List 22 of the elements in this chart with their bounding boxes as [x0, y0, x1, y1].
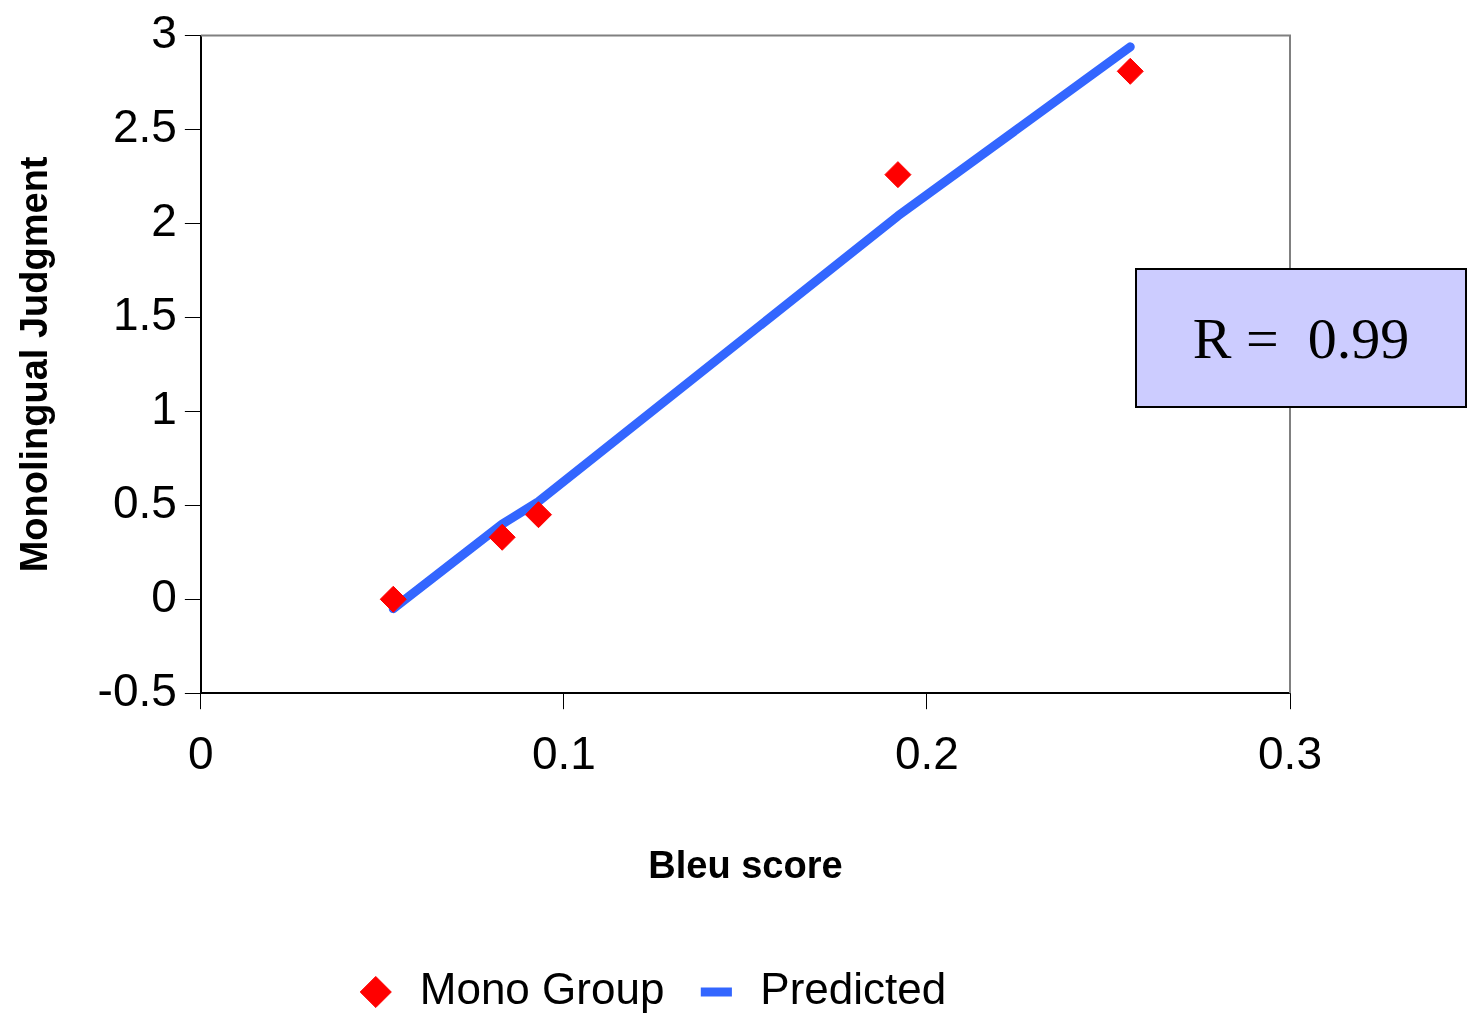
- y-tick-label: -0.5: [97, 663, 177, 716]
- x-tick-label: 0.1: [531, 727, 596, 780]
- legend-label: Mono Group: [419, 964, 665, 1014]
- y-tick-label: 2.5: [112, 100, 177, 153]
- point: [525, 501, 552, 529]
- point: [1116, 57, 1144, 85]
- y-tick-label: 3: [151, 6, 177, 59]
- x-tick-label: 0.2: [894, 727, 959, 780]
- legend-label: Predicted: [760, 964, 947, 1014]
- y-tick-label: 0: [151, 569, 177, 622]
- y-tick-label: 1: [151, 382, 177, 435]
- annotation: R = 0.99: [1135, 268, 1467, 408]
- point: [488, 523, 516, 551]
- point: [884, 161, 912, 189]
- x-axis-title: Bleu score: [648, 843, 843, 886]
- y-tick-label: 2: [151, 194, 177, 247]
- x-tick-label: 0: [188, 727, 214, 780]
- y-tick-label: 1.5: [112, 288, 177, 341]
- y-tick-label: 0.5: [112, 476, 177, 528]
- point: [379, 585, 407, 613]
- x-tick-label: 0.3: [1258, 727, 1322, 780]
- y-axis-title: Monolingual Judgment: [13, 156, 56, 573]
